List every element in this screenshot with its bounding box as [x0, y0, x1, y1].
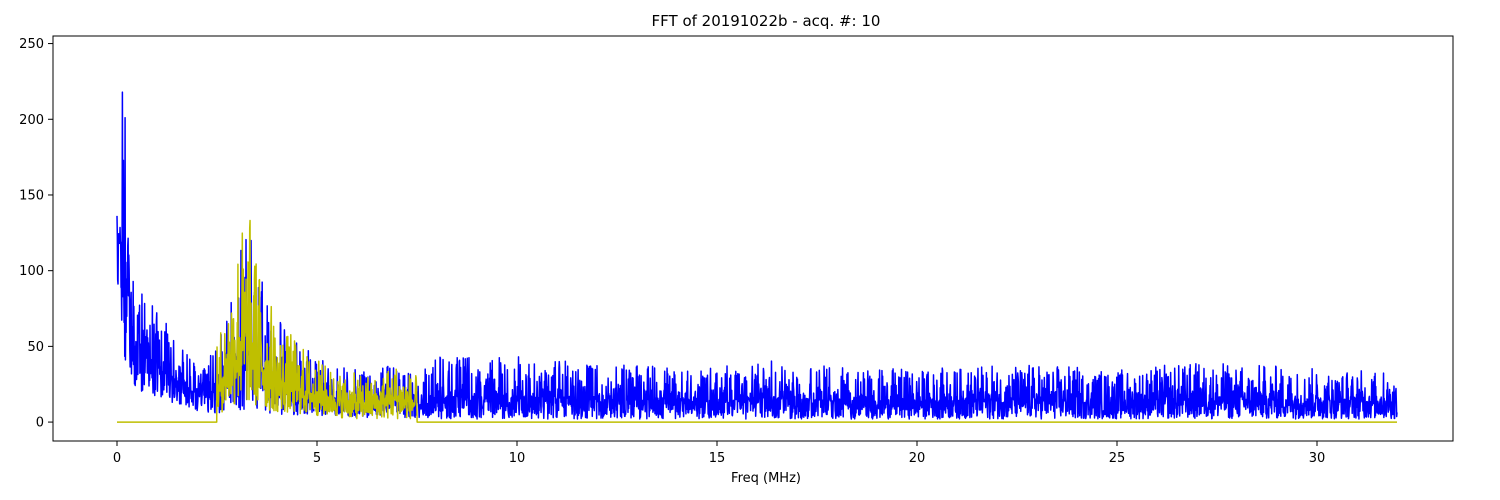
y-axis: 0 50 100 150 200 250	[19, 37, 53, 431]
y-tick-label: 150	[19, 188, 44, 203]
series-line-filtered	[116, 219, 1398, 423]
y-tick-label: 100	[19, 264, 44, 279]
x-tick-label: 10	[509, 451, 526, 466]
x-tick-label: 25	[1109, 451, 1126, 466]
chart-title: FFT of 20191022b - acq. #: 10	[652, 12, 881, 30]
x-tick-label: 30	[1309, 451, 1326, 466]
y-tick-label: 200	[19, 113, 44, 128]
series-layer	[116, 91, 1398, 423]
y-tick-label: 50	[27, 340, 44, 355]
x-tick-label: 0	[113, 451, 121, 466]
y-tick-label: 0	[36, 416, 44, 431]
x-axis-label: Freq (MHz)	[731, 471, 801, 486]
x-axis: 0 5 10 15 20 25 30	[113, 441, 1325, 466]
x-tick-label: 15	[709, 451, 726, 466]
x-tick-label: 20	[909, 451, 926, 466]
plot-frame	[52, 35, 1454, 442]
y-tick-label: 250	[19, 37, 44, 52]
x-tick-label: 5	[313, 451, 321, 466]
